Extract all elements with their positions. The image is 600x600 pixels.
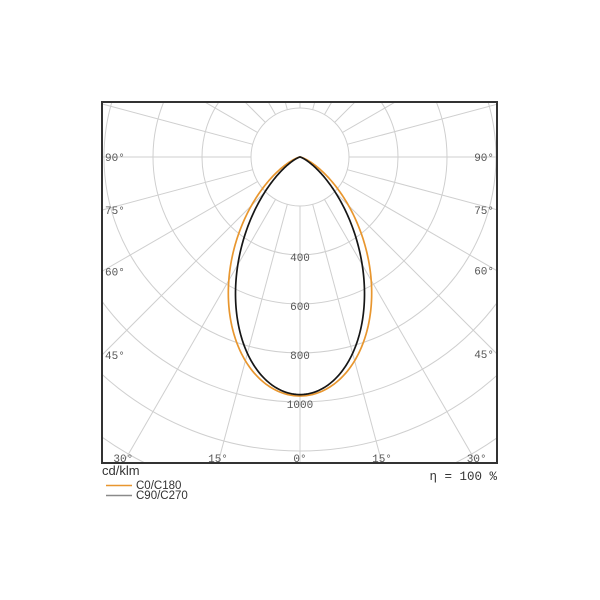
svg-text:90°: 90° (474, 153, 494, 165)
svg-text:60°: 60° (474, 267, 494, 279)
svg-text:90°: 90° (105, 153, 125, 165)
svg-text:600: 600 (290, 302, 310, 314)
svg-text:30°: 30° (467, 454, 487, 466)
svg-text:400: 400 (290, 253, 310, 265)
svg-text:75°: 75° (474, 206, 494, 218)
svg-text:45°: 45° (105, 351, 125, 363)
svg-text:cd/klm: cd/klm (102, 463, 140, 478)
svg-text:60°: 60° (105, 267, 125, 279)
svg-text:η = 100 %: η = 100 % (429, 470, 497, 484)
svg-text:75°: 75° (105, 206, 125, 218)
svg-text:15°: 15° (208, 454, 228, 466)
svg-text:0°: 0° (293, 454, 306, 466)
svg-text:800: 800 (290, 351, 310, 363)
svg-text:C90/C270: C90/C270 (136, 490, 188, 502)
svg-text:45°: 45° (474, 350, 494, 362)
svg-text:15°: 15° (372, 454, 392, 466)
svg-text:1000: 1000 (287, 400, 313, 412)
